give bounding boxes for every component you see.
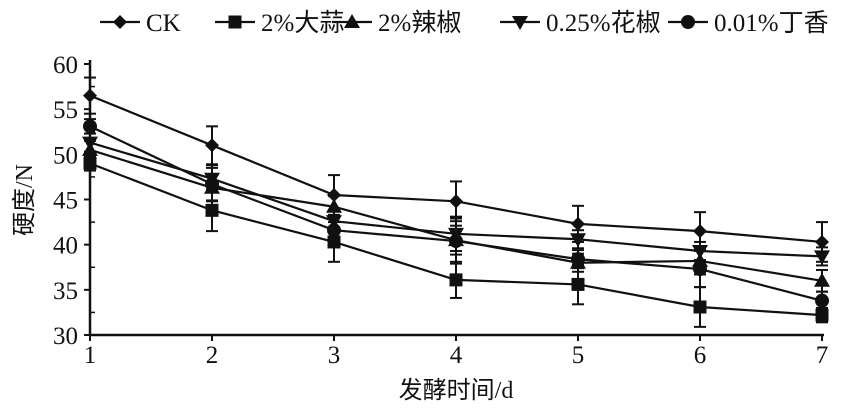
x-tick-label: 2 xyxy=(206,342,219,369)
x-tick-label: 7 xyxy=(816,342,829,369)
data-point xyxy=(82,136,98,151)
x-tick-label: 5 xyxy=(572,342,585,369)
x-tick-label: 3 xyxy=(328,342,341,369)
x-tick-label: 1 xyxy=(84,342,97,369)
legend-label: 0.01%丁香 xyxy=(714,9,829,37)
data-point xyxy=(449,194,463,209)
legend-marker xyxy=(681,15,695,29)
data-point xyxy=(693,300,707,314)
legend-marker xyxy=(228,15,242,29)
data-point xyxy=(815,308,829,322)
data-point xyxy=(205,177,219,192)
data-point xyxy=(83,119,97,134)
y-axis-label: 硬度/N xyxy=(11,164,38,236)
series-circle xyxy=(83,118,829,311)
data-point xyxy=(205,138,219,153)
legend-label: 2%大蒜 xyxy=(261,9,344,37)
data-point xyxy=(815,293,829,308)
data-point xyxy=(571,277,585,291)
y-tick-label: 60 xyxy=(53,52,78,79)
data-point xyxy=(449,234,463,249)
plot-area xyxy=(82,76,830,328)
y-tick-label: 50 xyxy=(53,142,78,169)
data-point xyxy=(449,273,463,287)
legend-label: CK xyxy=(146,10,181,37)
data-point xyxy=(814,250,830,265)
data-point xyxy=(326,198,342,213)
legend-marker xyxy=(512,16,528,30)
legend-marker xyxy=(113,15,127,29)
x-tick-label: 4 xyxy=(450,342,463,369)
data-point xyxy=(815,234,829,249)
y-tick-label: 55 xyxy=(53,97,78,124)
data-point xyxy=(571,252,585,267)
data-point xyxy=(83,88,97,103)
data-point xyxy=(814,272,830,287)
legend-marker xyxy=(344,14,360,28)
data-point xyxy=(205,203,219,217)
y-tick-label: 30 xyxy=(53,323,78,350)
series-diamond xyxy=(83,76,829,263)
data-point xyxy=(571,216,585,231)
data-point xyxy=(83,156,97,170)
x-tick-label: 6 xyxy=(694,342,707,369)
legend-label: 2%辣椒 xyxy=(378,9,461,37)
data-point xyxy=(327,223,341,238)
legend: CK 2%大蒜 2%辣椒 0.25%花椒 0.01%丁香 xyxy=(100,9,829,37)
data-point xyxy=(693,224,707,239)
x-axis-label: 发酵时间/d xyxy=(399,377,514,404)
y-tick-label: 35 xyxy=(53,278,78,305)
y-tick-label: 45 xyxy=(53,188,78,215)
y-tick-label: 40 xyxy=(53,233,78,260)
legend-label: 0.25%花椒 xyxy=(546,9,661,37)
data-point xyxy=(570,233,586,248)
data-point xyxy=(693,262,707,277)
